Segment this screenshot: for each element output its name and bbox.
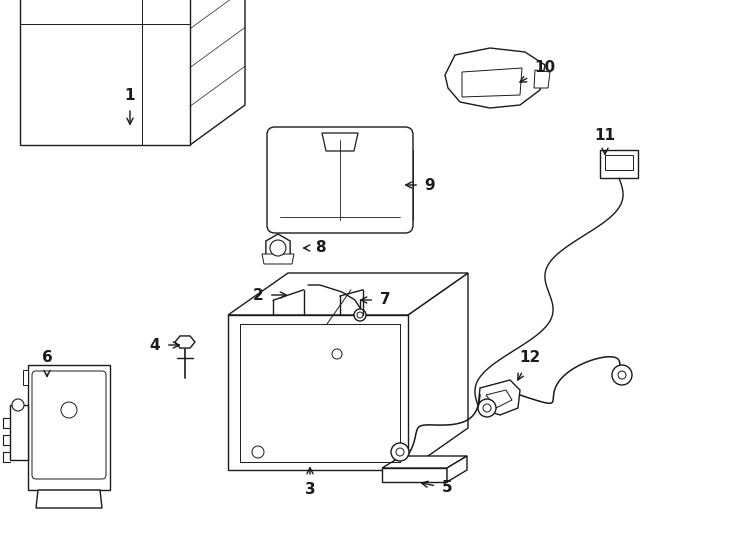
Polygon shape [20, 0, 190, 145]
Text: 9: 9 [406, 178, 435, 192]
Circle shape [396, 448, 404, 456]
Polygon shape [408, 273, 468, 470]
Polygon shape [36, 490, 102, 508]
Circle shape [618, 371, 626, 379]
Text: 4: 4 [150, 338, 179, 353]
Polygon shape [262, 254, 294, 264]
Polygon shape [462, 68, 522, 97]
Circle shape [270, 240, 286, 256]
Circle shape [12, 399, 24, 411]
Polygon shape [382, 468, 447, 482]
Polygon shape [266, 234, 290, 262]
Polygon shape [447, 456, 467, 482]
Text: 8: 8 [304, 240, 325, 255]
Polygon shape [228, 315, 408, 470]
Polygon shape [445, 48, 545, 108]
Text: 5: 5 [421, 481, 452, 496]
Polygon shape [534, 70, 550, 88]
Polygon shape [322, 133, 358, 151]
Polygon shape [478, 380, 520, 415]
Text: 3: 3 [305, 468, 316, 497]
Text: 6: 6 [42, 350, 52, 376]
Text: 12: 12 [517, 350, 541, 380]
Circle shape [391, 443, 409, 461]
Circle shape [478, 399, 496, 417]
Circle shape [483, 404, 491, 412]
Text: 1: 1 [125, 87, 135, 124]
Text: 11: 11 [595, 127, 616, 154]
Polygon shape [295, 285, 318, 308]
Polygon shape [175, 336, 195, 348]
Polygon shape [10, 405, 28, 460]
Circle shape [357, 312, 363, 318]
Polygon shape [23, 370, 28, 385]
Polygon shape [605, 155, 633, 170]
Polygon shape [486, 390, 512, 408]
Polygon shape [600, 150, 638, 178]
Text: 7: 7 [360, 293, 390, 307]
Circle shape [252, 446, 264, 458]
Circle shape [332, 349, 342, 359]
FancyBboxPatch shape [32, 371, 106, 479]
Polygon shape [28, 365, 110, 490]
Text: 2: 2 [252, 287, 286, 302]
Circle shape [61, 402, 77, 418]
Polygon shape [190, 0, 245, 145]
Circle shape [612, 365, 632, 385]
Text: 10: 10 [520, 60, 556, 82]
Circle shape [354, 309, 366, 321]
FancyBboxPatch shape [267, 127, 413, 233]
Polygon shape [382, 456, 467, 468]
Polygon shape [228, 273, 468, 315]
